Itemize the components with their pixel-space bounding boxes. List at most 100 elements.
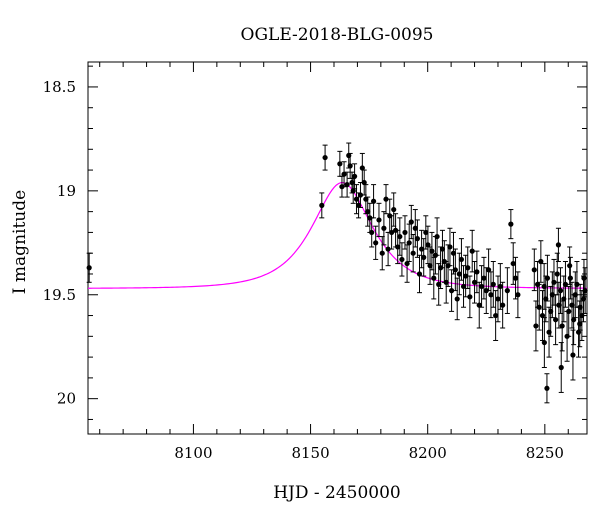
data-point [531,248,537,292]
point-marker [515,292,521,298]
tick-labels: 8100 8150 8200 8250 18.5 19 19.5 20 [43,78,564,462]
point-marker [379,250,385,256]
point-marker [508,221,514,227]
data-point [337,150,343,177]
point-marker [427,263,433,269]
point-marker [495,296,501,302]
data-point [86,252,92,283]
point-marker [383,196,389,202]
point-marker [553,317,559,323]
data-point [504,267,510,314]
point-marker [570,352,576,358]
tick-marks [88,62,587,434]
point-marker [448,288,455,294]
point-marker [344,182,350,188]
point-marker [431,275,437,281]
data-point [481,256,487,300]
point-marker [486,267,492,273]
data-point [570,329,576,381]
data-point [397,217,403,256]
data-point [373,225,379,260]
data-point [577,300,583,348]
data-point [538,240,544,283]
data-point [447,227,453,267]
point-marker [443,279,449,285]
point-marker [481,275,487,281]
point-marker [541,339,547,346]
point-marker [504,288,510,294]
point-marker [469,248,475,254]
data-point [512,256,519,300]
point-marker [490,281,496,287]
point-marker [381,225,387,231]
x-tick-label: 8150 [291,444,329,462]
data-point [357,182,364,208]
point-marker [319,202,325,208]
data-point [448,269,455,312]
point-marker [512,275,519,281]
data-point [567,246,573,285]
point-marker [497,283,503,290]
point-marker [465,265,471,271]
x-tick-label: 8200 [409,444,447,462]
point-marker [474,269,480,275]
point-marker [463,273,469,279]
point-marker [476,302,482,308]
x-tick-label: 8100 [174,444,212,462]
y-axis-label: I magnitude [10,190,30,294]
point-marker [488,292,494,298]
data-point [402,215,408,250]
point-marker [423,229,429,236]
data-point [456,252,462,296]
point-marker [421,254,427,260]
data-point [421,238,427,277]
data-point [454,277,460,321]
data-points [86,142,588,404]
point-marker [369,229,375,236]
data-point [497,263,503,310]
point-marker [471,279,478,285]
x-tick-label: 8250 [526,444,564,462]
point-marker [408,219,414,225]
point-marker [582,288,588,294]
point-marker [353,196,360,202]
data-point [533,300,539,352]
point-marker [544,275,551,281]
point-marker [361,179,367,186]
point-marker [566,308,572,314]
data-point [541,317,547,368]
point-marker [558,364,564,371]
data-point [544,254,551,302]
data-point [488,271,494,319]
data-point [495,275,501,323]
data-point [383,184,389,215]
data-point [410,233,416,273]
data-point [408,204,414,240]
data-point [544,373,550,404]
data-point [469,229,475,273]
data-point [452,248,458,292]
point-marker [404,260,410,267]
data-point [434,217,440,256]
plot-frame [87,61,588,435]
y-tick-label: 19 [57,182,76,200]
data-point [361,169,367,196]
point-marker [347,163,353,169]
data-point [427,246,433,285]
data-point [381,211,387,246]
point-marker [425,242,431,248]
point-marker [574,281,580,287]
point-marker [389,229,395,236]
data-point [467,275,473,319]
data-point [379,236,385,271]
point-marker [539,312,546,319]
data-point [419,229,425,269]
point-marker [562,281,569,287]
point-marker [493,312,499,319]
point-marker [567,263,573,269]
y-tick-label: 18.5 [43,78,76,96]
data-point [474,250,480,294]
point-marker [557,288,564,294]
data-point [363,184,369,215]
